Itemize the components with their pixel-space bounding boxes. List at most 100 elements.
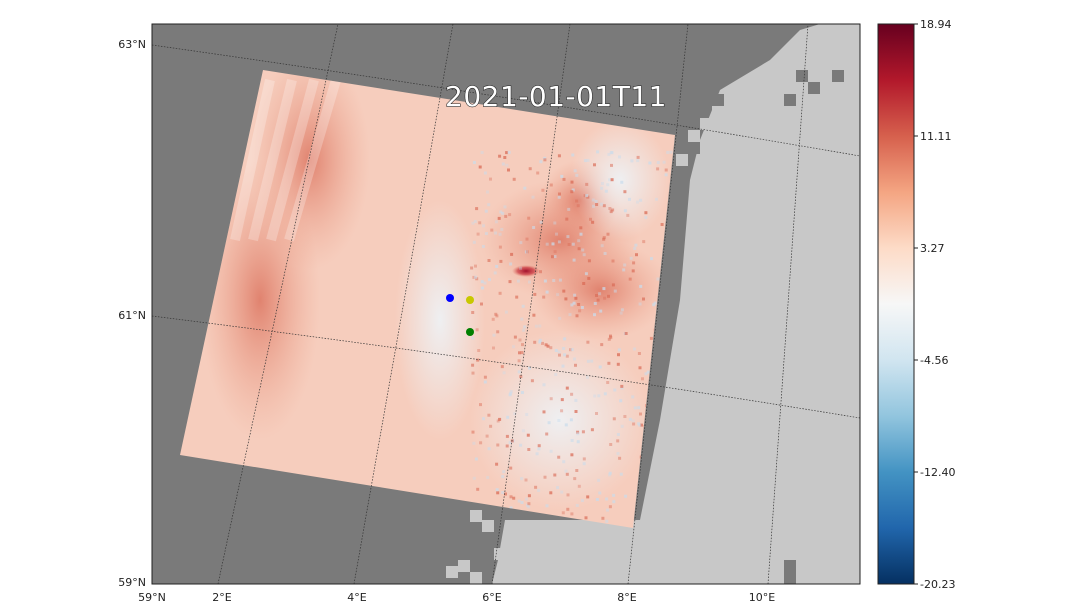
- field-speckle: [662, 160, 666, 164]
- map-frame: [151, 23, 861, 585]
- field-speckle: [495, 264, 499, 268]
- field-speckle: [608, 178, 612, 182]
- field-speckle: [551, 242, 555, 246]
- field-speckle: [527, 216, 531, 220]
- field-speckle: [482, 224, 485, 228]
- field-speckle: [591, 220, 595, 224]
- field-speckle: [484, 209, 488, 213]
- field-speckle: [630, 159, 634, 163]
- field-speckle: [481, 245, 485, 248]
- field-speckle: [471, 311, 475, 314]
- field-speckle: [596, 150, 600, 154]
- land-cell: [808, 34, 820, 46]
- field-speckle: [504, 214, 508, 218]
- field-speckle: [486, 476, 490, 479]
- field-speckle: [527, 448, 531, 451]
- field-speckle: [650, 257, 653, 261]
- field-speckle: [493, 271, 497, 275]
- field-speckle: [524, 250, 528, 254]
- field-speckle: [626, 213, 630, 217]
- field-speckle: [553, 221, 557, 225]
- field-speckle: [537, 447, 541, 451]
- field-speckle: [545, 504, 549, 508]
- field-speckle: [656, 161, 660, 164]
- land-cell: [844, 46, 856, 58]
- field-speckle: [619, 311, 623, 315]
- sea-cell: [784, 572, 796, 584]
- field-speckle: [595, 412, 598, 415]
- field-speckle: [600, 343, 604, 347]
- field-speckle: [519, 241, 523, 245]
- field-speckle: [575, 314, 579, 318]
- field-speckle: [471, 221, 475, 225]
- lon-tick-label: 10°E: [749, 591, 775, 604]
- field-texture: [200, 70, 675, 523]
- field-speckle: [567, 243, 571, 246]
- field-speckle: [586, 340, 590, 344]
- land-cell: [724, 94, 736, 106]
- field-speckle: [480, 286, 484, 290]
- field-speckle: [586, 495, 590, 499]
- map-area: [152, 24, 860, 584]
- field-speckle: [555, 232, 558, 236]
- field-speckle: [474, 275, 478, 279]
- field-speckle: [602, 204, 606, 208]
- field-speckle: [531, 195, 535, 199]
- field-speckle: [523, 186, 527, 190]
- field-speckle: [499, 210, 503, 214]
- cool-patch: [395, 200, 485, 440]
- colorbar-tick-label: 3.27: [920, 242, 945, 255]
- sea-cell: [796, 70, 808, 82]
- field-streak: [266, 78, 319, 242]
- field-speckle: [470, 266, 474, 270]
- field-speckle: [573, 293, 577, 297]
- field-speckle: [547, 421, 551, 425]
- field-speckle: [628, 417, 632, 421]
- field-speckle: [472, 476, 476, 480]
- field-speckle: [472, 240, 476, 244]
- field-speckle: [520, 317, 524, 321]
- field-speckle: [642, 240, 646, 244]
- field-speckle: [620, 308, 624, 312]
- field-speckle: [610, 163, 613, 167]
- colorbar: 18.94 11.11 3.27 -4.56 -12.40 -20.23: [877, 18, 955, 591]
- field-speckle: [572, 258, 576, 262]
- sea-cell: [688, 142, 700, 154]
- field-speckle: [562, 289, 566, 293]
- field-speckle: [638, 423, 642, 427]
- field-speckle: [634, 243, 638, 247]
- field-speckle: [537, 444, 541, 448]
- field-speckle: [509, 390, 513, 393]
- field-speckle: [660, 223, 664, 226]
- field-speckle: [471, 336, 474, 340]
- land-cell: [820, 82, 832, 94]
- land-cell: [712, 106, 724, 118]
- field-speckle: [498, 154, 502, 158]
- field-speckle: [507, 150, 511, 154]
- field-speckle: [609, 334, 612, 338]
- field-speckle: [565, 386, 569, 390]
- lat-tick-label: 63°N: [118, 38, 146, 51]
- field-speckle: [556, 486, 560, 490]
- field-speckle: [581, 248, 585, 252]
- field-speckle: [495, 462, 499, 466]
- field-speckle: [549, 183, 553, 187]
- field-speckle: [583, 159, 587, 163]
- sea-cell: [808, 82, 820, 94]
- field-speckle: [492, 346, 495, 350]
- field-speckle: [636, 155, 640, 159]
- field-speckle: [637, 352, 641, 355]
- field-speckle: [495, 488, 499, 492]
- colorbar-gradient: [877, 23, 915, 585]
- field-speckle: [501, 491, 505, 494]
- graticule-line: [491, 24, 571, 584]
- field-speckle: [639, 284, 643, 288]
- field-speckle: [519, 443, 523, 447]
- field-speckle: [474, 457, 478, 461]
- field-speckle: [573, 169, 577, 173]
- field-speckle: [508, 280, 512, 284]
- field-speckle: [549, 491, 553, 495]
- field-speckle: [494, 220, 498, 224]
- field-speckle: [518, 351, 521, 355]
- field-speckle: [503, 205, 507, 209]
